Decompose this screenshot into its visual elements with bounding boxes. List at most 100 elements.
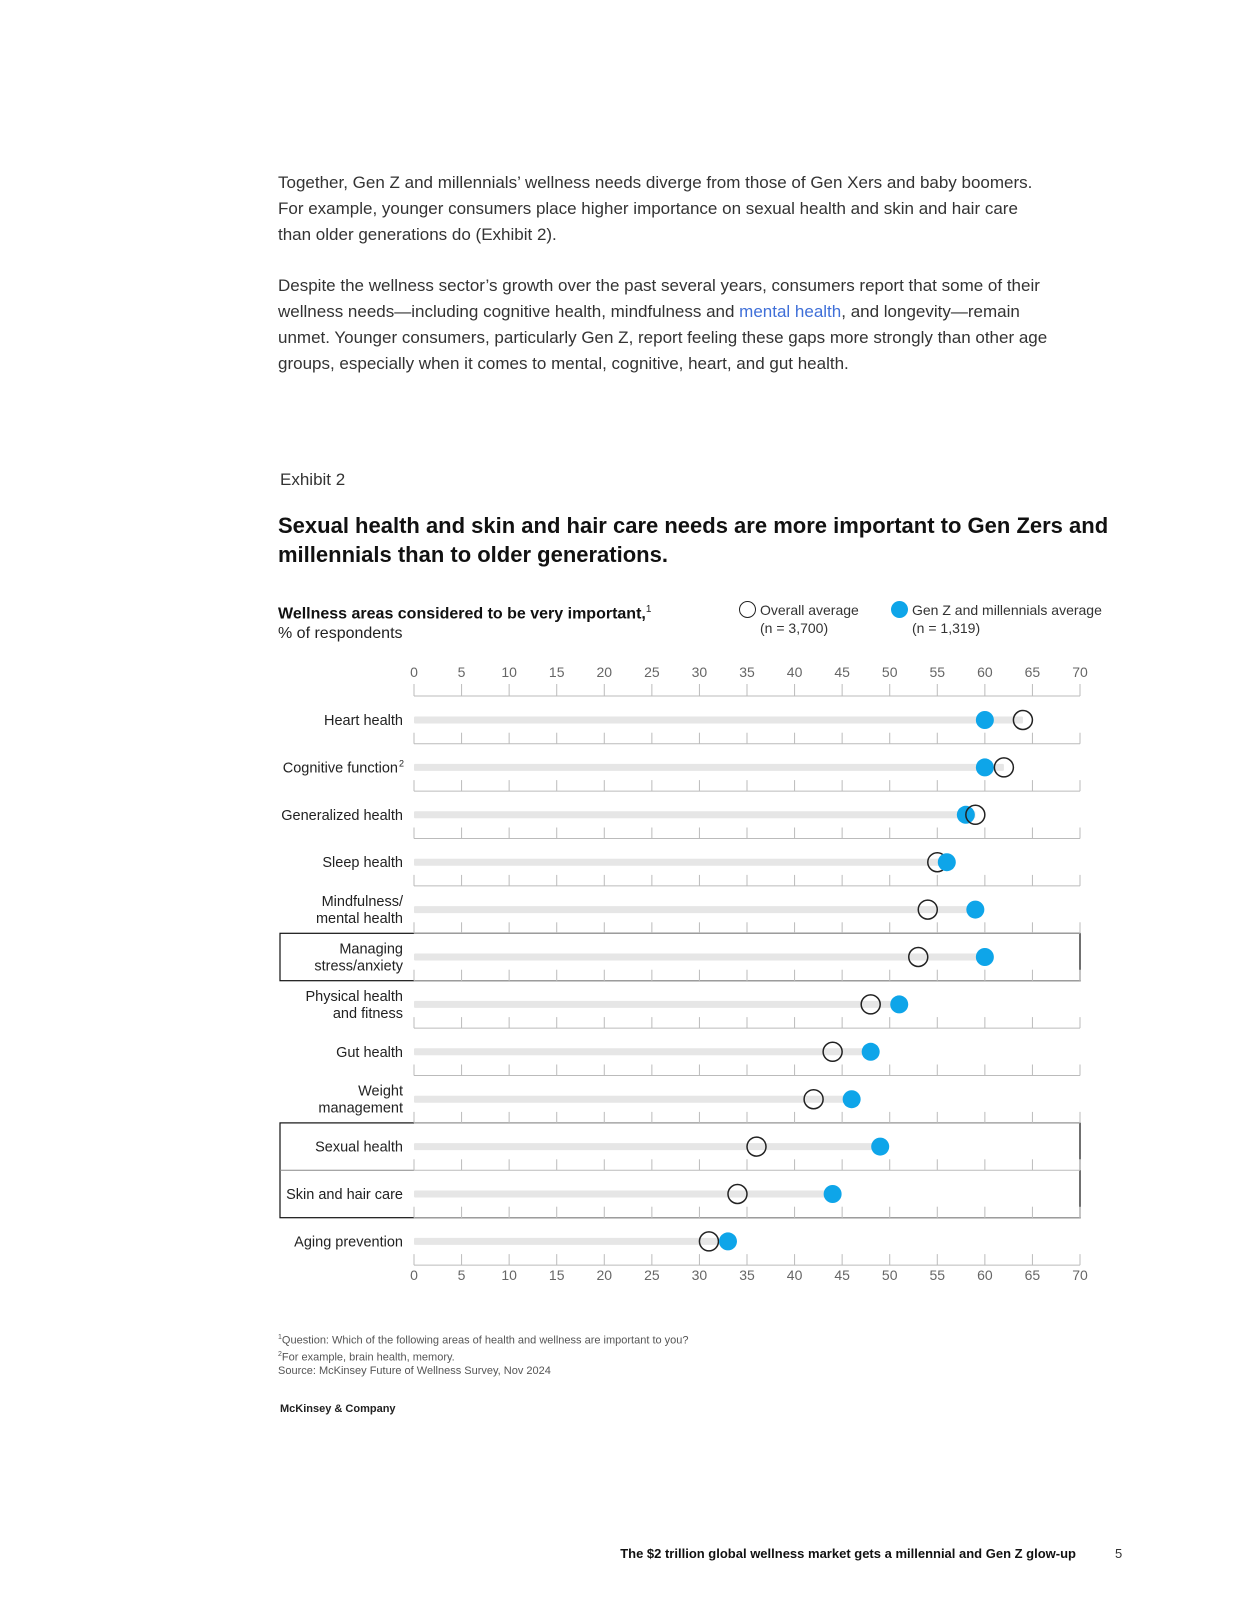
track-bar bbox=[414, 763, 1004, 771]
track-bar bbox=[414, 1048, 871, 1056]
track-bar bbox=[414, 953, 985, 961]
x-tick-label-top: 15 bbox=[549, 664, 565, 680]
chart-subtitle-bold: Wellness areas considered to be very imp… bbox=[278, 605, 646, 623]
category-label: and fitness bbox=[333, 1006, 403, 1022]
track-bar bbox=[414, 1190, 833, 1198]
category-label: Aging prevention bbox=[294, 1234, 403, 1250]
footnote-1: 1Question: Which of the following areas … bbox=[278, 1331, 689, 1348]
genz-dot bbox=[861, 1042, 880, 1061]
track-bar bbox=[414, 716, 1023, 724]
footnote-text: For example, brain health, memory. bbox=[281, 1351, 455, 1364]
category-label: Sleep health bbox=[322, 855, 403, 871]
hollow-circle-icon bbox=[739, 601, 756, 618]
overall-dot bbox=[698, 1231, 720, 1252]
track-bar bbox=[414, 906, 976, 914]
x-tick-label-top: 30 bbox=[692, 664, 708, 680]
x-tick-label-top: 5 bbox=[458, 664, 466, 680]
genz-dot bbox=[871, 1137, 890, 1156]
overall-dot bbox=[965, 804, 986, 826]
brand-name: McKinsey & Company bbox=[280, 1403, 396, 1415]
category-label: Physical health bbox=[305, 989, 403, 1005]
legend-genz: Gen Z and millennials average (n = 1,319… bbox=[891, 601, 1102, 637]
x-tick-label-top: 20 bbox=[596, 664, 612, 680]
x-tick-label-bottom: 70 bbox=[1072, 1267, 1088, 1283]
x-tick-label-bottom: 40 bbox=[787, 1267, 803, 1283]
overall-dot bbox=[993, 757, 1015, 778]
footnote-marker: 1 bbox=[278, 1334, 282, 1341]
x-tick-label-top: 40 bbox=[787, 664, 803, 680]
overall-dot bbox=[908, 946, 929, 968]
mental-health-link[interactable]: mental health bbox=[739, 302, 842, 321]
legend-genz-n: (n = 1,319) bbox=[912, 620, 981, 636]
overall-dot bbox=[803, 1088, 824, 1110]
footnote-marker: 2 bbox=[278, 1350, 282, 1358]
genz-dot bbox=[823, 1185, 842, 1203]
genz-dot bbox=[975, 948, 994, 966]
x-tick-label-top: 50 bbox=[882, 664, 898, 680]
legend-overall: Overall average (n = 3,700) bbox=[739, 601, 859, 637]
category-label: Mindfulness/ bbox=[322, 894, 404, 910]
track-bar bbox=[414, 1000, 900, 1008]
footnote-2: 2For example, brain health, memory. bbox=[278, 1348, 689, 1365]
category-label: Gut health bbox=[336, 1045, 403, 1061]
x-tick-label-bottom: 25 bbox=[644, 1267, 660, 1283]
x-tick-label-top: 35 bbox=[739, 664, 755, 680]
footnotes: 1Question: Which of the following areas … bbox=[278, 1331, 689, 1378]
track-bar bbox=[414, 1095, 852, 1103]
category-label: Weight bbox=[358, 1084, 403, 1100]
x-tick-label-top: 10 bbox=[501, 664, 517, 680]
x-tick-label-bottom: 15 bbox=[549, 1267, 565, 1283]
category-label: Heart health bbox=[324, 713, 403, 729]
category-label: management bbox=[318, 1101, 403, 1117]
legend-overall-n: (n = 3,700) bbox=[760, 620, 829, 636]
legend-genz-name: Gen Z and millennials average bbox=[912, 602, 1102, 618]
footnote-text: Question: Which of the following areas o… bbox=[281, 1334, 689, 1347]
overall-dot bbox=[1012, 709, 1034, 731]
genz-dot bbox=[975, 758, 994, 777]
x-tick-label-top: 45 bbox=[834, 664, 850, 680]
footer-title: The $2 trillion global wellness market g… bbox=[620, 1546, 1076, 1561]
x-tick-label-bottom: 5 bbox=[458, 1267, 466, 1283]
chart-subtitle: Wellness areas considered to be very imp… bbox=[278, 600, 651, 644]
page-number: 5 bbox=[1115, 1546, 1123, 1561]
x-tick-label-top: 70 bbox=[1072, 664, 1088, 680]
overall-dot bbox=[727, 1183, 748, 1205]
dot-plot-chart: 0055101015152020252530303535404045455050… bbox=[279, 664, 1088, 1283]
x-tick-label-top: 65 bbox=[1025, 664, 1041, 680]
paragraph-text: , and longevity—remain unmet. Younger co… bbox=[278, 302, 1048, 373]
category-label: stress/anxiety bbox=[314, 959, 403, 975]
x-tick-label-top: 0 bbox=[410, 664, 418, 680]
genz-dot bbox=[890, 995, 909, 1014]
genz-dot bbox=[842, 1090, 861, 1109]
x-tick-label-bottom: 0 bbox=[410, 1267, 418, 1283]
overall-dot bbox=[822, 1041, 843, 1063]
category-label: Skin and hair care bbox=[286, 1187, 403, 1203]
x-tick-label-bottom: 55 bbox=[929, 1267, 945, 1283]
x-tick-label-bottom: 35 bbox=[739, 1267, 755, 1283]
paragraph-text: Despite the wellness sector’s growth ove… bbox=[278, 276, 1040, 321]
source-note: Source: McKinsey Future of Wellness Surv… bbox=[278, 1365, 551, 1378]
body-paragraph-1: Together, Gen Z and millennials’ wellnes… bbox=[278, 173, 1033, 244]
category-label: mental health bbox=[316, 911, 403, 927]
body-paragraph-2: Despite the wellness sector’s growth ove… bbox=[278, 273, 1048, 377]
track-bar bbox=[414, 811, 976, 819]
chart-unit-label: % of respondents bbox=[278, 625, 403, 643]
category-label: Sexual health bbox=[315, 1140, 403, 1156]
overall-dot bbox=[917, 899, 939, 920]
category-label: Managing bbox=[339, 942, 403, 958]
x-tick-label-bottom: 20 bbox=[596, 1267, 612, 1283]
filled-circle-icon bbox=[891, 601, 908, 618]
exhibit-label: Exhibit 2 bbox=[280, 470, 346, 489]
x-tick-label-bottom: 65 bbox=[1025, 1267, 1041, 1283]
genz-dot bbox=[937, 853, 956, 872]
x-tick-label-bottom: 10 bbox=[501, 1267, 517, 1283]
x-tick-label-bottom: 45 bbox=[834, 1267, 850, 1283]
legend-overall-name: Overall average bbox=[760, 602, 859, 618]
exhibit-title: Sexual health and skin and hair care nee… bbox=[278, 513, 1109, 567]
category-label: Cognitive function bbox=[283, 760, 398, 776]
x-tick-label-top: 55 bbox=[929, 664, 945, 680]
track-bar bbox=[414, 1237, 728, 1245]
x-tick-label-top: 25 bbox=[644, 664, 660, 680]
overall-dot bbox=[860, 994, 881, 1015]
footnote-ref: 1 bbox=[645, 604, 652, 615]
